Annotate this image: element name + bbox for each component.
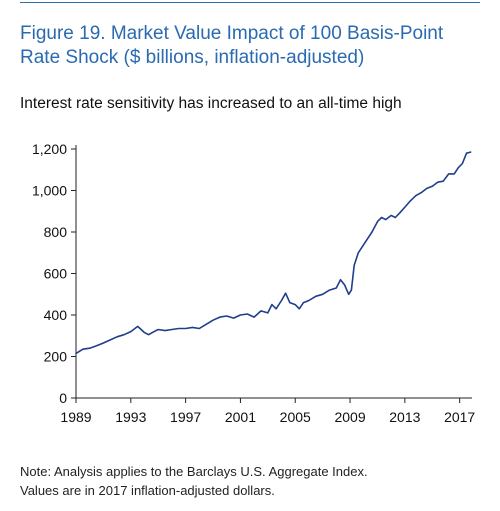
x-tick-label: 1993: [115, 409, 146, 425]
y-tick-label: 400: [44, 307, 68, 323]
x-tick-label: 2017: [444, 409, 475, 425]
x-tick-label: 2001: [225, 409, 256, 425]
y-tick-label: 200: [44, 349, 68, 365]
series-line: [75, 151, 472, 355]
y-tick-label: 800: [44, 224, 68, 240]
figure-title: Figure 19. Market Value Impact of 100 Ba…: [20, 22, 470, 70]
line-chart: 0 200 400 600 800 1,000 1,200 1989 1993 1997 2001 2…: [32, 141, 475, 425]
y-tick-label: 0: [59, 390, 67, 406]
x-tick-label: 1989: [60, 409, 91, 425]
footnote-line-2: Values are in 2017 inflation-adjusted do…: [20, 483, 275, 498]
figure-title-line-2: Rate Shock ($ billions, inflation-adjust…: [20, 47, 365, 68]
figure-title-line-1: Figure 19. Market Value Impact of 100 Ba…: [20, 23, 444, 44]
x-tick-label: 2005: [280, 409, 311, 425]
top-rule: [20, 2, 480, 3]
x-tick-label: 2013: [389, 409, 420, 425]
figure-subtitle: Interest rate sensitivity has increased …: [20, 95, 402, 112]
footnote-line-1: Note: Analysis applies to the Barclays U…: [20, 464, 368, 479]
x-tick-label: 2009: [334, 409, 365, 425]
y-tick-label: 1,200: [32, 141, 67, 157]
x-tick-label: 1997: [170, 409, 201, 425]
y-tick-label: 600: [44, 266, 68, 282]
y-tick-label: 1,000: [32, 183, 67, 199]
footnote: Note: Analysis applies to the Barclays U…: [20, 462, 490, 500]
